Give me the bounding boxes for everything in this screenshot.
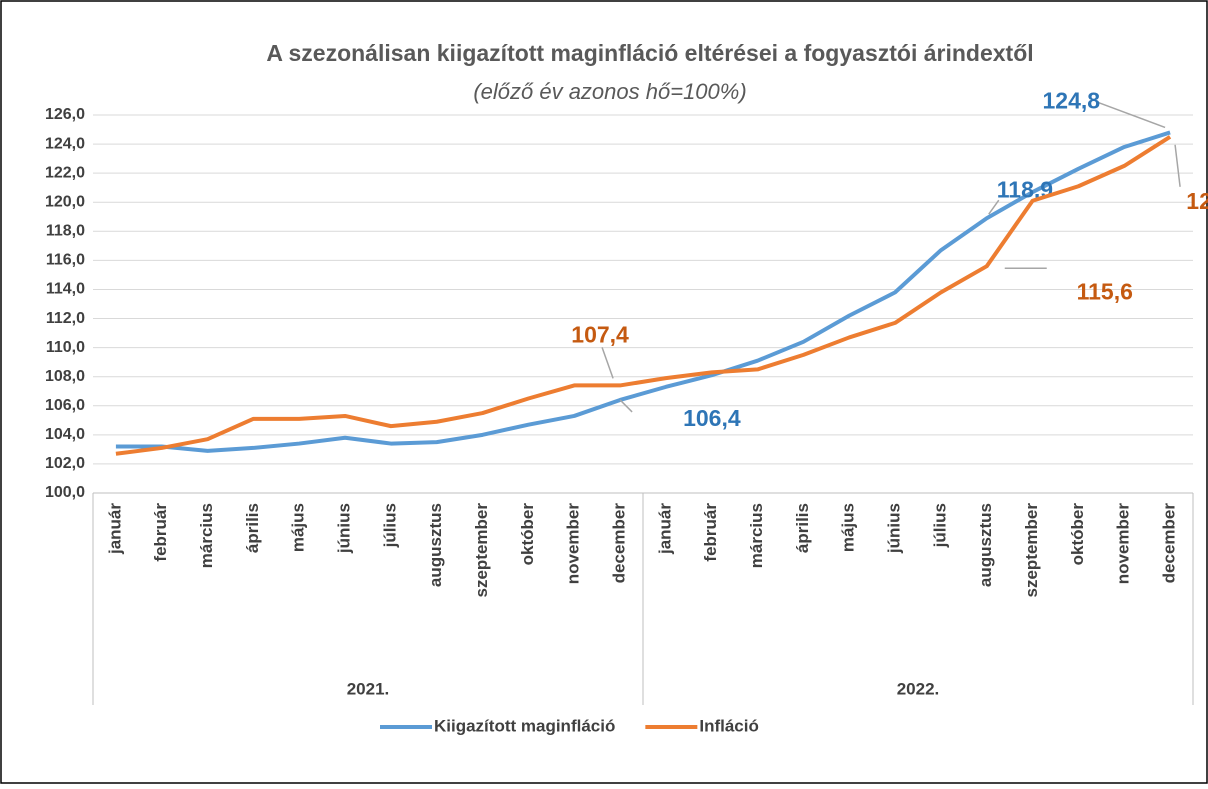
x-tick-label: augusztus — [426, 503, 445, 587]
y-tick-label: 104,0 — [45, 426, 85, 443]
x-tick-label: március — [197, 503, 216, 568]
y-tick-label: 100,0 — [45, 484, 85, 501]
x-tick-label: szeptember — [472, 503, 491, 598]
x-tick-label: március — [747, 503, 766, 568]
y-tick-label: 106,0 — [45, 397, 85, 414]
y-tick-label: 124,0 — [45, 135, 85, 152]
x-tick-label: október — [518, 503, 537, 566]
x-tick-label: május — [289, 503, 308, 552]
data-label: 124,8 — [1043, 88, 1101, 114]
x-tick-label: október — [1068, 503, 1087, 566]
chart-subtitle: (előző év azonos hő=100%) — [473, 79, 746, 104]
y-tick-label: 108,0 — [45, 368, 85, 385]
group-label: 2021. — [347, 679, 390, 698]
y-tick-label: 120,0 — [45, 193, 85, 210]
x-tick-label: december — [610, 503, 629, 584]
leader-line — [619, 399, 633, 413]
legend-label: Kiigazított maginfláció — [434, 716, 615, 735]
x-tick-label: április — [793, 503, 812, 553]
x-tick-label: november — [564, 503, 583, 585]
x-tick-label: április — [243, 503, 262, 553]
x-tick-label: január — [655, 503, 674, 555]
data-label: 106,4 — [683, 405, 741, 431]
y-tick-label: 122,0 — [45, 164, 85, 181]
x-tick-label: január — [105, 503, 124, 555]
x-tick-label: június — [335, 503, 354, 554]
leader-line — [601, 347, 614, 379]
leader-line — [1097, 101, 1166, 129]
line-series — [115, 130, 1171, 453]
leader-line — [1174, 144, 1181, 187]
x-tick-label: szeptember — [1022, 503, 1041, 598]
y-tick-label: 118,0 — [46, 223, 85, 240]
x-tick-label: május — [839, 503, 858, 552]
y-tick-label: 114,0 — [46, 281, 85, 298]
y-tick-label: 112,0 — [46, 310, 85, 327]
x-tick-label: február — [701, 503, 720, 562]
x-tick-label: július — [930, 503, 949, 548]
legend-label: Infláció — [699, 716, 759, 735]
data-label: 115,6 — [1077, 278, 1133, 304]
chart-title: A szezonálisan kiigazított maginfláció e… — [266, 40, 1033, 66]
data-label: 107,4 — [571, 321, 629, 347]
y-tick-label: 102,0 — [45, 455, 85, 472]
data-label: 124,5 — [1186, 188, 1208, 214]
leader-line — [988, 199, 1000, 215]
x-tick-label: november — [1114, 503, 1133, 585]
group-label: 2022. — [897, 679, 940, 698]
x-tick-label: december — [1160, 503, 1179, 584]
y-tick-label: 126,0 — [45, 106, 85, 123]
x-tick-label: augusztus — [976, 503, 995, 587]
y-tick-label: 116,0 — [46, 252, 85, 269]
x-tick-label: június — [885, 503, 904, 554]
x-tick-label: február — [151, 503, 170, 562]
y-tick-label: 110,0 — [46, 339, 85, 356]
x-tick-label: július — [380, 503, 399, 548]
line-series — [115, 135, 1172, 456]
